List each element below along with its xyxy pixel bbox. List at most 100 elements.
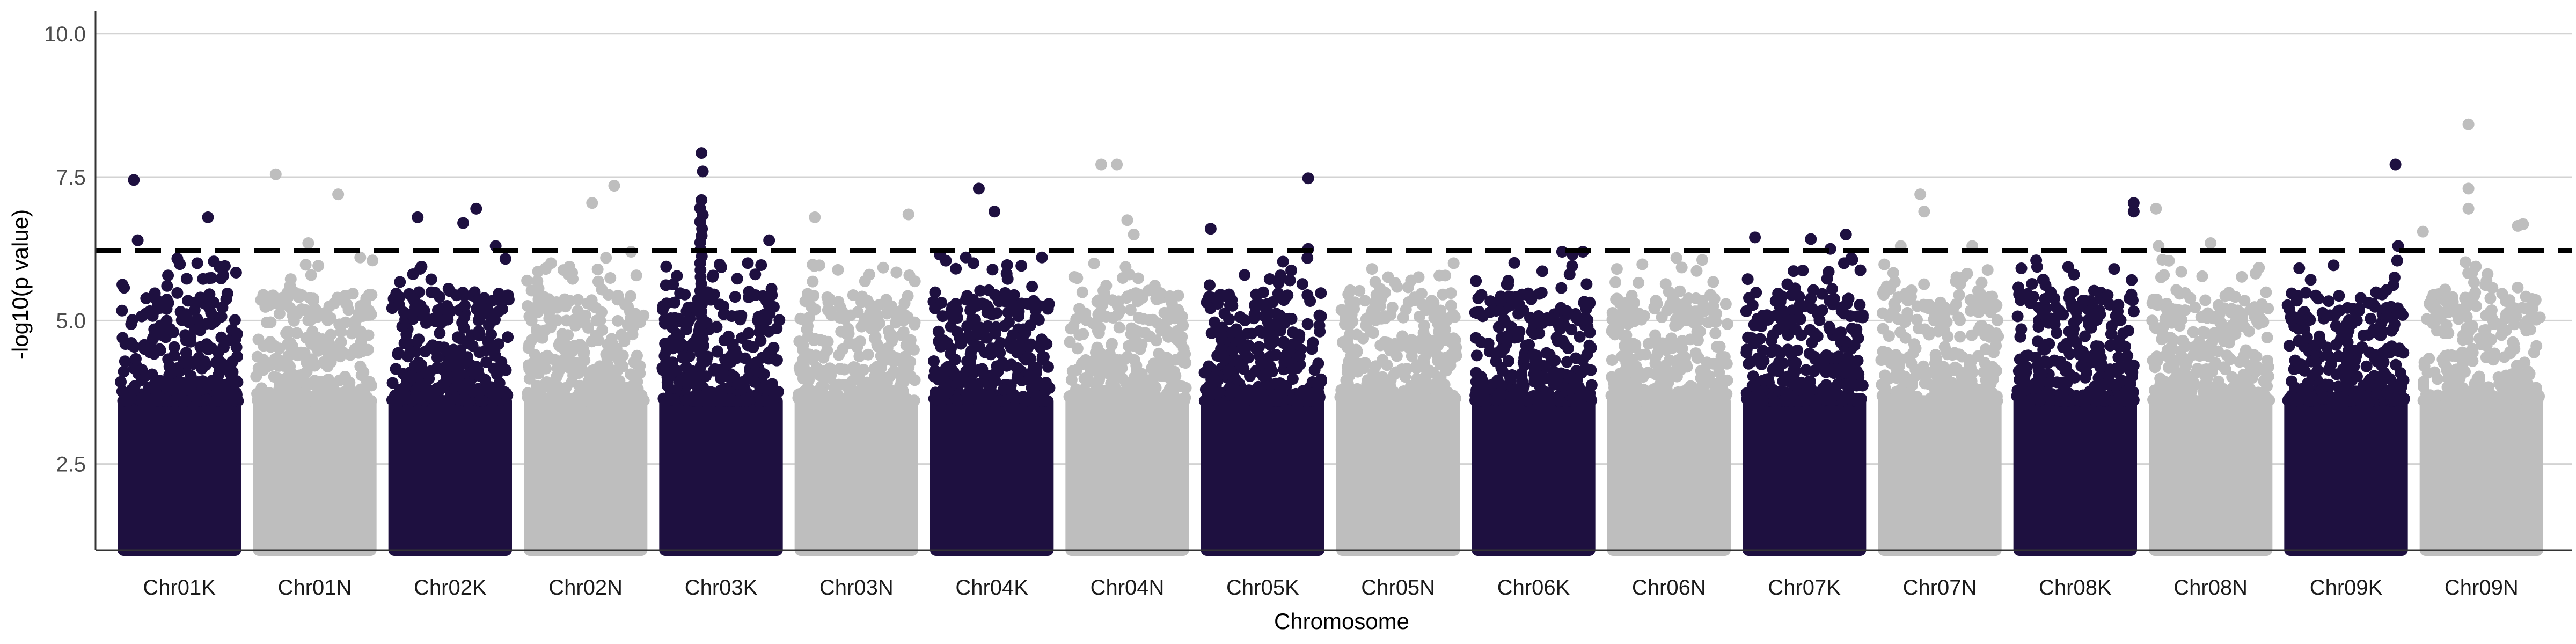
data-point (291, 327, 303, 339)
chromosome-Chr02K (386, 202, 515, 556)
data-point (1068, 271, 1080, 283)
data-point (312, 260, 325, 272)
data-point (1909, 342, 1922, 354)
data-point (1606, 306, 1619, 319)
data-point (301, 356, 313, 369)
data-point (1028, 295, 1040, 307)
data-point (1409, 386, 1422, 399)
data-point (1382, 271, 1394, 283)
data-point (2032, 320, 2045, 333)
data-point (138, 390, 151, 402)
data-point (1433, 312, 1446, 324)
data-point (1001, 259, 1013, 271)
data-point (1757, 394, 1769, 407)
data-point (547, 394, 560, 407)
data-point (394, 276, 406, 288)
data-point (754, 382, 766, 394)
data-point (965, 351, 977, 363)
data-point (1154, 367, 1167, 379)
data-point (2037, 274, 2050, 286)
data-point (1517, 377, 1529, 389)
data-point (543, 307, 555, 319)
data-point (1906, 379, 1918, 391)
data-point (1032, 376, 1044, 388)
peak-point (972, 182, 985, 195)
data-point (1278, 336, 1290, 348)
data-point (115, 376, 127, 388)
data-point (2223, 394, 2235, 407)
data-point (561, 392, 573, 405)
data-point (1425, 395, 1438, 407)
data-point (771, 354, 783, 367)
data-point (1408, 291, 1421, 304)
data-point (548, 354, 561, 366)
data-point (618, 389, 630, 401)
data-point (929, 302, 941, 314)
data-point (116, 332, 129, 344)
data-point (1073, 329, 1086, 341)
peak-point (989, 206, 1001, 218)
data-point (1923, 326, 1936, 339)
data-point (972, 328, 984, 340)
data-point (1981, 264, 1994, 276)
peak-point (1095, 158, 1108, 171)
data-point (1423, 364, 1435, 377)
data-point (162, 353, 174, 365)
data-point (602, 338, 614, 350)
data-point (630, 357, 642, 370)
data-point (2124, 386, 2136, 399)
data-point (1437, 288, 1449, 301)
data-point (488, 313, 501, 326)
data-point (1444, 359, 1457, 371)
data-point (307, 292, 319, 305)
data-point (2163, 346, 2176, 358)
data-point (2012, 281, 2024, 294)
data-point (2063, 368, 2076, 380)
data-point (1020, 326, 1032, 339)
data-point (2221, 349, 2233, 362)
data-point (872, 340, 884, 353)
data-point (683, 350, 696, 362)
data-point (185, 370, 197, 382)
data-point (287, 377, 299, 390)
data-point (1536, 317, 1549, 329)
data-point (1024, 353, 1036, 365)
data-point (466, 365, 479, 378)
data-point (477, 395, 489, 407)
data-point (1472, 292, 1484, 304)
data-point (2252, 386, 2264, 399)
chromosome-Chr09K (2281, 158, 2411, 556)
data-point (1553, 395, 1565, 407)
data-point (683, 372, 696, 384)
data-point (2020, 366, 2032, 378)
data-point (1714, 392, 1726, 405)
peak-point (1111, 158, 1123, 171)
data-point (1179, 348, 1191, 360)
data-point (1432, 355, 1444, 367)
data-point (425, 273, 437, 286)
data-point (1672, 354, 1684, 367)
point-cloud-base (1878, 395, 2002, 556)
data-point (344, 349, 356, 361)
data-point (1609, 394, 1621, 407)
data-point (284, 273, 297, 286)
data-point (1007, 329, 1019, 341)
data-point (1250, 343, 1263, 355)
data-point (968, 299, 980, 312)
data-point (1113, 321, 1125, 334)
data-point (950, 393, 963, 406)
data-point (1827, 298, 1839, 311)
data-point (638, 309, 650, 321)
data-point (480, 356, 493, 369)
data-point (230, 341, 243, 353)
data-point (407, 268, 419, 280)
data-point (1293, 328, 1306, 341)
data-point (1854, 264, 1867, 276)
data-point (807, 275, 819, 288)
data-point (1226, 345, 1239, 357)
data-point (2187, 326, 2199, 338)
data-point (160, 294, 173, 306)
data-point (1636, 258, 1649, 270)
data-point (949, 354, 961, 366)
data-point (1830, 363, 1842, 375)
